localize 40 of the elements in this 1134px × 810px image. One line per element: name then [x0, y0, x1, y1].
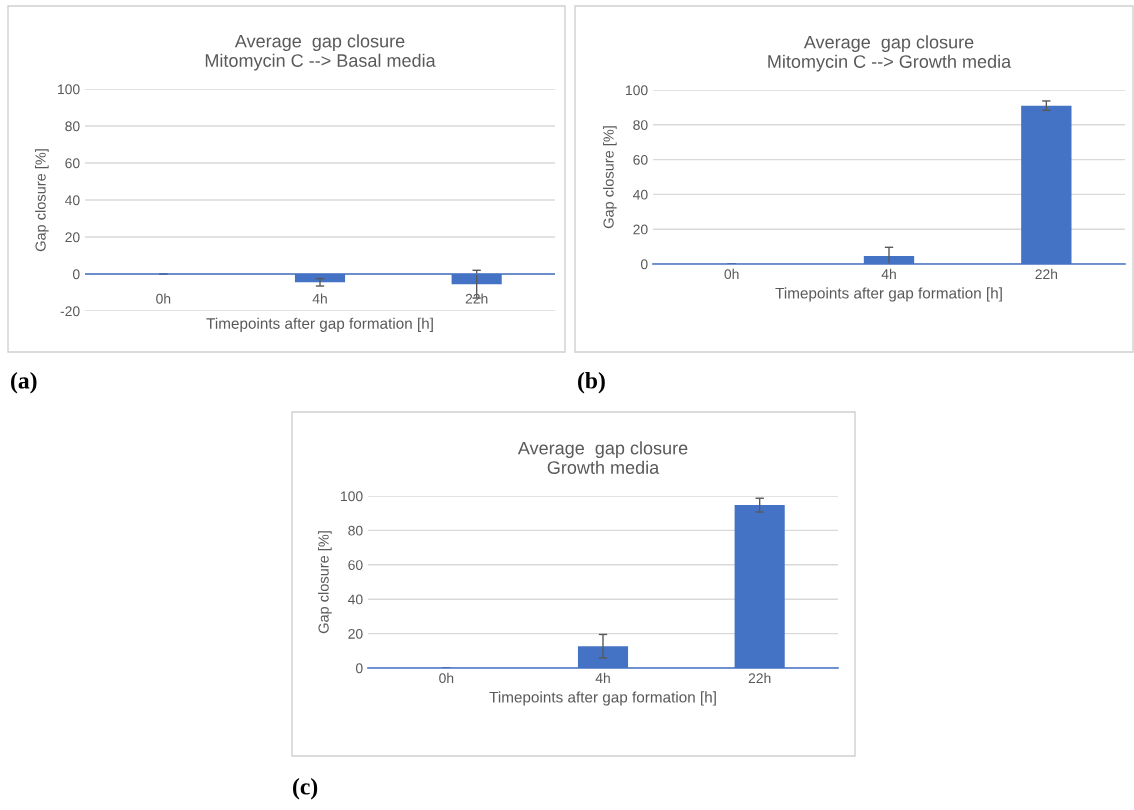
x-tick-label: 0h	[724, 268, 739, 280]
x-tick-label: 0h	[439, 672, 454, 684]
x-axis-title: Timepoints after gap formation [h]	[206, 317, 433, 332]
chart-title: Average gap closure Mitomycin C --> Basal media	[205, 34, 436, 71]
y-tick-label: 80	[348, 525, 363, 536]
y-tick-label: 0	[355, 663, 363, 674]
text: (b)	[578, 372, 605, 394]
y-tick-label: 60	[633, 154, 648, 165]
y-tick-label: 0	[640, 259, 648, 270]
y-tick-label: 40	[348, 594, 363, 605]
y-tick-label: 60	[65, 158, 80, 169]
x-tick-label: 4h	[881, 268, 896, 279]
y-tick-label: 100	[341, 491, 363, 502]
y-tick-label: 40	[633, 189, 648, 200]
x-tick-label: 4h	[312, 293, 327, 304]
x-tick-label: 4h	[595, 672, 610, 683]
x-tick-label: 22h	[465, 293, 488, 304]
y-tick-label: 80	[65, 121, 80, 132]
y-tick-label: 100	[626, 85, 648, 96]
x-tick-label: 22h	[748, 672, 771, 683]
y-tick-label: 0	[72, 269, 80, 280]
x-axis-title: Timepoints after gap formation [h]	[775, 287, 1002, 302]
y-tick-label: -20	[60, 306, 80, 317]
y-tick-label: 100	[58, 84, 80, 95]
y-axis-title: Gap closure [%]	[318, 531, 332, 634]
y-tick-label: 80	[633, 120, 648, 130]
x-tick-label: 22h	[1035, 268, 1058, 279]
y-tick-label: 20	[633, 224, 648, 235]
y-tick-label: 60	[348, 560, 363, 570]
y-axis-title: Gap closure [%]	[603, 126, 617, 229]
text: (c)	[293, 778, 318, 800]
x-axis-title: Timepoints after gap formation [h]	[489, 691, 716, 706]
y-tick-label: 40	[65, 195, 80, 206]
text: (a)	[11, 372, 37, 394]
y-tick-label: 20	[65, 232, 80, 243]
chart-title: Average gap closure Growth media	[517, 441, 688, 474]
x-tick-label: 0h	[156, 293, 171, 304]
y-tick-label: 20	[348, 628, 363, 639]
y-axis-title: Gap closure [%]	[35, 149, 49, 252]
chart-title: Average gap closure Mitomycin C --> Growth media	[768, 35, 1012, 72]
